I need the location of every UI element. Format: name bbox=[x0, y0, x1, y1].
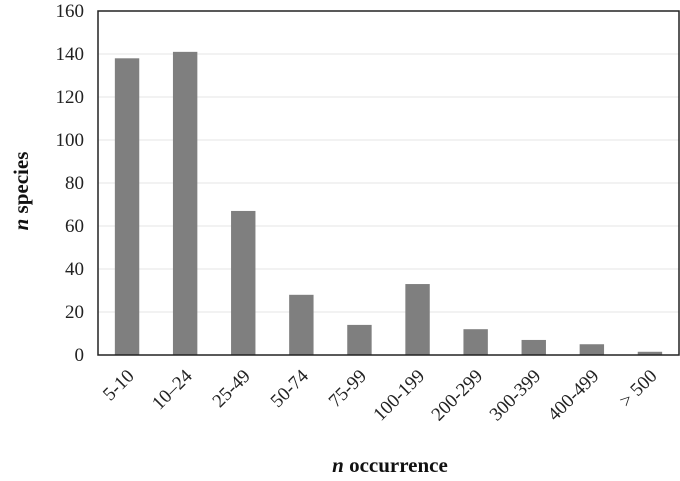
x-axis-title-prefix: n bbox=[332, 453, 344, 477]
x-axis-title-text: occurrence bbox=[349, 453, 448, 477]
y-tick-label: 60 bbox=[65, 216, 84, 237]
bar-400-499 bbox=[579, 344, 605, 355]
bar-50-74 bbox=[289, 294, 314, 355]
bars bbox=[114, 51, 663, 356]
y-tick-label: 80 bbox=[65, 173, 84, 194]
x-tick-label: 300-399 bbox=[486, 366, 546, 426]
x-tick-label: 400-499 bbox=[544, 366, 604, 426]
bar-100-199 bbox=[405, 284, 430, 355]
y-axis-title: n species bbox=[9, 152, 33, 231]
bar-500 bbox=[637, 351, 663, 355]
bar-200-299 bbox=[463, 329, 488, 355]
y-tick-label: 120 bbox=[56, 87, 85, 108]
x-tick-label: 100-199 bbox=[369, 366, 429, 426]
x-axis-ticks: 5-10 10–24 25-49 50-74 75-99100-199200-29930… bbox=[99, 365, 661, 425]
y-tick-label: 100 bbox=[56, 130, 85, 151]
plot-frame bbox=[97, 10, 680, 356]
bar-75-99 bbox=[347, 324, 372, 355]
y-tick-label: 20 bbox=[65, 302, 84, 323]
y-tick-label: 160 bbox=[56, 1, 85, 22]
y-axis-ticks: 0 20 40 60 80 100 120 140 160 bbox=[56, 1, 85, 366]
x-tick-label: 50-74 bbox=[267, 365, 314, 412]
y-tick-label: 140 bbox=[56, 44, 85, 65]
bar-10-24 bbox=[172, 51, 198, 355]
bar-25-49 bbox=[231, 210, 256, 355]
y-axis-title-prefix: n bbox=[9, 219, 33, 231]
x-axis-title: n occurrence bbox=[332, 453, 448, 477]
bar-5-10 bbox=[114, 58, 140, 356]
x-tick-label: 10–24 bbox=[148, 365, 197, 414]
x-tick-label: 75-99 bbox=[325, 366, 371, 412]
bar-300-399 bbox=[521, 339, 546, 355]
y-tick-label: 0 bbox=[75, 345, 85, 366]
y-tick-label: 40 bbox=[65, 259, 84, 280]
x-tick-label: 25-49 bbox=[209, 366, 255, 412]
x-tick-label: > 500 bbox=[616, 366, 662, 412]
x-tick-label: 5-10 bbox=[99, 366, 138, 405]
x-tick-label: 200-299 bbox=[428, 366, 488, 426]
y-axis-title-text: species bbox=[9, 152, 33, 214]
